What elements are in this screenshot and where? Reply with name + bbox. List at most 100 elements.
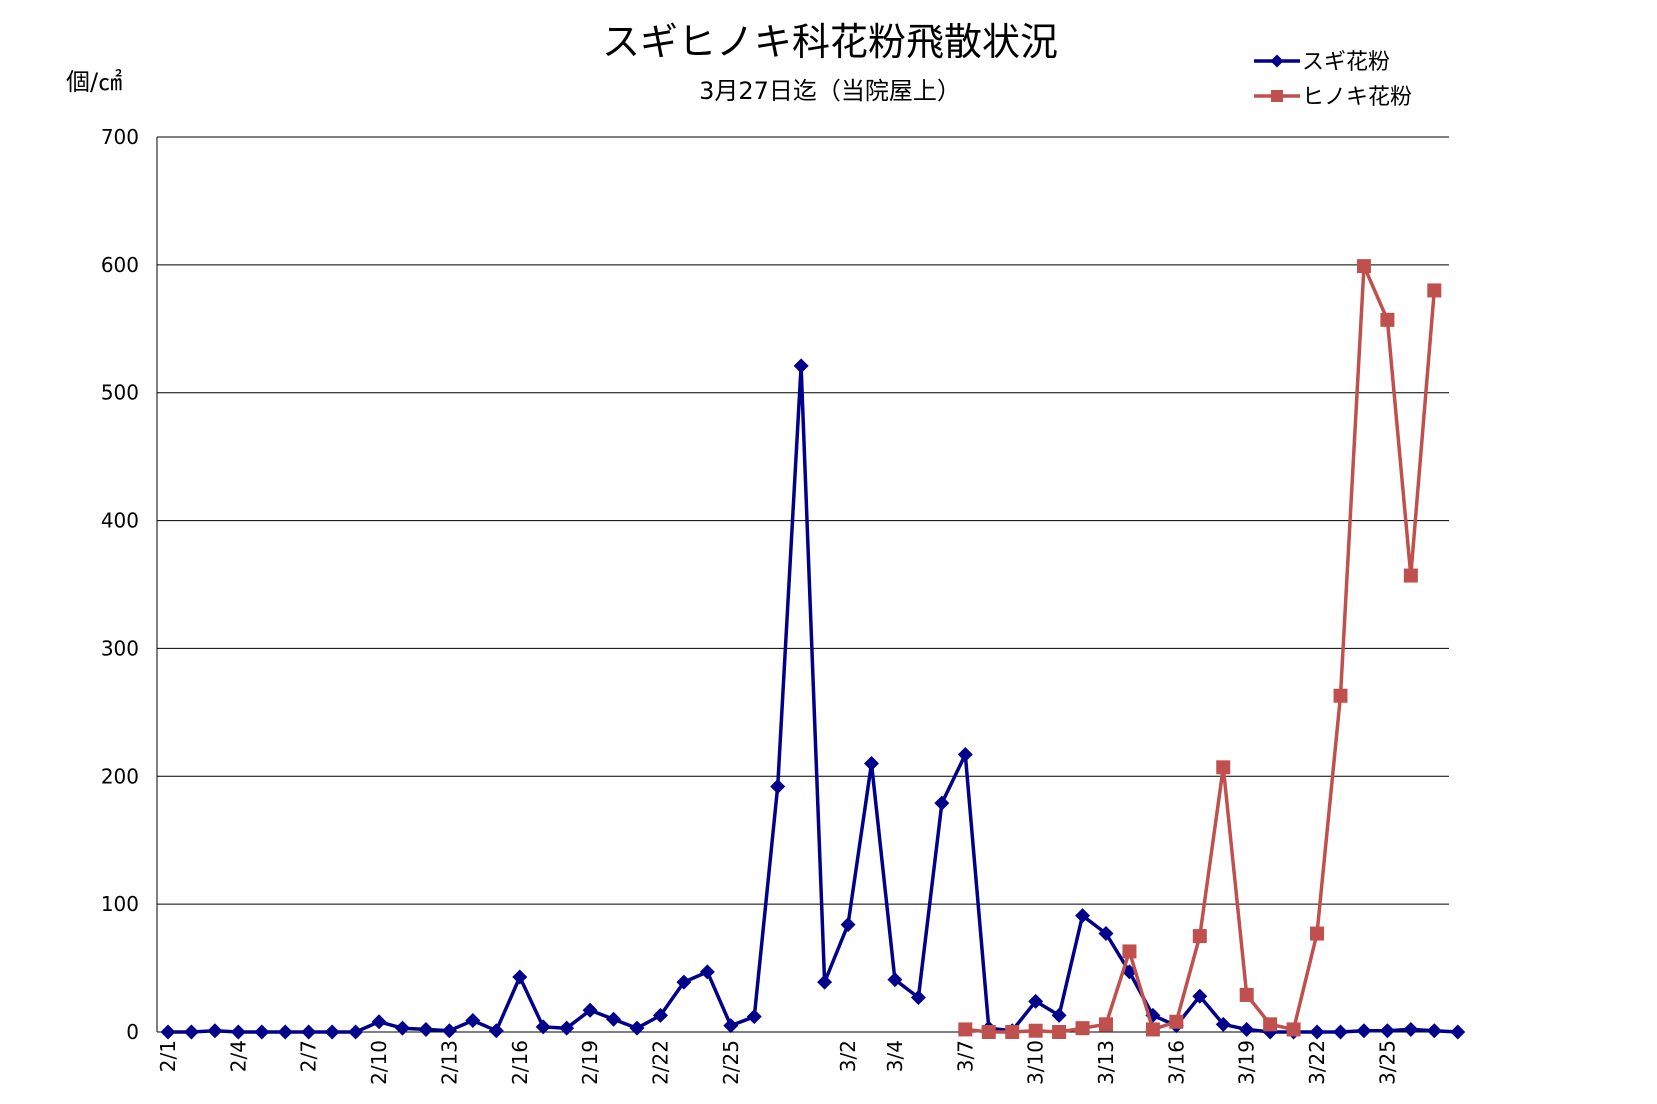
data-point — [535, 1019, 551, 1035]
y-tick-label: 100 — [101, 892, 139, 916]
x-tick-label: 2/19 — [578, 1040, 602, 1085]
data-point — [371, 1014, 387, 1030]
data-point — [723, 1018, 739, 1034]
data-point — [559, 1020, 575, 1036]
data-point — [793, 358, 809, 374]
legend-item: ヒノキ花粉 — [1254, 85, 1412, 110]
x-tick-label: 2/4 — [226, 1040, 250, 1072]
data-point — [1450, 1024, 1466, 1040]
data-point — [1379, 1023, 1395, 1039]
data-point — [887, 972, 903, 988]
data-point — [207, 1023, 223, 1039]
x-tick-label: 2/22 — [648, 1040, 672, 1085]
data-point — [629, 1020, 645, 1036]
x-tick-label: 3/22 — [1305, 1040, 1329, 1085]
data-point — [1075, 1021, 1090, 1036]
data-point — [324, 1024, 340, 1040]
data-point — [1192, 929, 1207, 944]
data-point — [254, 1024, 270, 1040]
data-point — [1099, 1017, 1113, 1032]
data-point — [1333, 688, 1348, 703]
data-point — [817, 974, 833, 990]
grid-lines — [157, 136, 1449, 1033]
data-point — [1333, 1024, 1348, 1040]
x-tick-label: 2/10 — [367, 1040, 391, 1085]
x-tick-label: 3/19 — [1235, 1040, 1259, 1085]
data-point — [746, 1009, 762, 1025]
series-1 — [160, 358, 1466, 1040]
data-point — [1216, 760, 1231, 775]
data-point — [1427, 283, 1442, 298]
chart-title: スギヒノキ科花粉飛散状況 — [602, 20, 1058, 64]
x-tick-label: 3/4 — [883, 1040, 907, 1072]
x-tick-label: 3/2 — [836, 1040, 860, 1072]
data-point — [1192, 988, 1208, 1004]
data-point — [1005, 1025, 1020, 1039]
data-point — [1356, 259, 1371, 274]
data-point — [1098, 926, 1114, 942]
data-point — [770, 779, 786, 795]
data-point — [348, 1024, 364, 1040]
axes — [156, 137, 1449, 1033]
data-point — [301, 1024, 317, 1040]
data-point — [1403, 568, 1418, 583]
data-point — [864, 756, 879, 771]
x-tick-label: 3/10 — [1024, 1040, 1048, 1085]
data-point — [1380, 312, 1395, 327]
y-axis-ticks: 700 600 500 400 300 200 100 0 — [101, 125, 139, 1044]
data-point — [183, 1024, 199, 1040]
data-point — [1239, 987, 1254, 1002]
data-point — [981, 1025, 996, 1039]
chart-subtitle: 3月27日迄（当院屋上） — [699, 77, 961, 105]
data-point — [910, 989, 926, 1005]
data-point — [1356, 1023, 1372, 1039]
legend-item: スギ花粉 — [1254, 50, 1390, 75]
data-point — [488, 1023, 504, 1039]
series-2 — [958, 259, 1442, 1039]
data-point — [652, 1007, 668, 1023]
data-point — [1122, 944, 1137, 959]
data-point — [958, 1022, 973, 1037]
x-tick-label: 3/16 — [1164, 1040, 1188, 1085]
data-point — [1310, 926, 1325, 941]
y-tick-label: 400 — [101, 509, 139, 533]
x-tick-label: 2/16 — [508, 1040, 532, 1085]
x-tick-label: 2/7 — [297, 1040, 321, 1072]
data-point — [934, 795, 950, 811]
data-point — [957, 747, 973, 763]
data-point — [1286, 1022, 1301, 1037]
x-tick-label: 2/25 — [719, 1040, 743, 1085]
data-point — [395, 1020, 410, 1036]
data-point — [1403, 1021, 1419, 1037]
data-point — [676, 974, 692, 990]
data-point — [418, 1021, 434, 1037]
y-tick-label: 500 — [101, 381, 139, 405]
series-line — [168, 364, 1458, 1034]
data-point — [1145, 1022, 1160, 1037]
data-point — [441, 1023, 457, 1039]
chart-titles: スギヒノキ科花粉飛散状況 3月27日迄（当院屋上） 個/㎠ — [66, 20, 1058, 105]
y-tick-label: 700 — [101, 125, 139, 149]
x-tick-label: 2/1 — [156, 1040, 180, 1072]
x-tick-label: 3/13 — [1094, 1040, 1118, 1085]
data-point — [1169, 1014, 1184, 1029]
data-point — [1215, 1016, 1231, 1032]
y-tick-label: 200 — [101, 764, 139, 788]
x-axis-ticks: 2/1 2/4 2/7 2/10 2/13 2/16 2/19 2/22 2/25 3/2 3/4 3… — [156, 1040, 1399, 1085]
series-group — [160, 259, 1466, 1040]
legend-label: ヒノキ花粉 — [1302, 85, 1412, 110]
data-point — [1309, 1024, 1325, 1040]
series-line — [965, 264, 1437, 1034]
legend-marker — [1271, 90, 1283, 102]
y-tick-label: 300 — [101, 636, 139, 660]
data-point — [840, 917, 856, 933]
legend-marker — [1270, 54, 1284, 68]
y-tick-label: 0 — [126, 1020, 139, 1044]
data-point — [1426, 1023, 1442, 1039]
data-point — [1028, 1023, 1043, 1038]
x-tick-label: 2/13 — [437, 1040, 461, 1085]
data-point — [1075, 908, 1091, 924]
data-point — [699, 964, 715, 980]
data-point — [582, 1002, 598, 1018]
